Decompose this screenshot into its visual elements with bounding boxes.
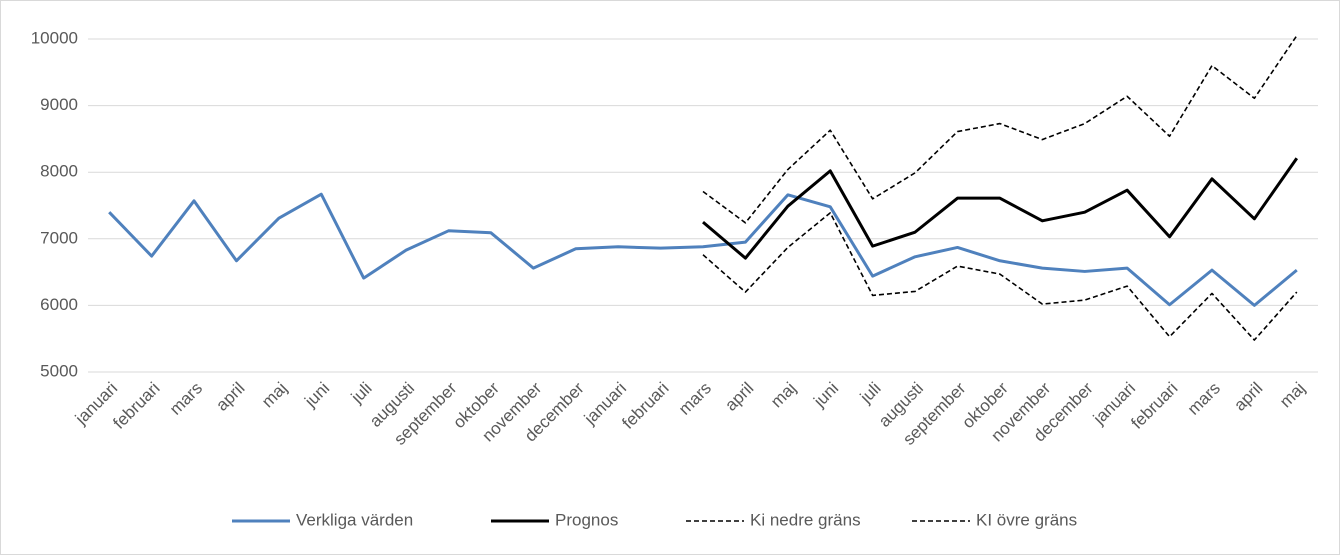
y-tick-label: 10000 — [31, 28, 78, 47]
legend-label: Verkliga värden — [296, 510, 413, 529]
legend-label: Ki nedre gräns — [750, 510, 861, 529]
legend-label: KI övre gräns — [976, 510, 1077, 529]
series-line — [702, 212, 1298, 341]
series-line — [108, 192, 1298, 307]
series-line — [702, 157, 1299, 260]
legend-label: Prognos — [555, 510, 618, 529]
y-tick-label: 9000 — [40, 95, 78, 114]
y-tick-label: 6000 — [40, 295, 78, 314]
y-tick-label: 7000 — [40, 228, 78, 247]
y-tick-label: 5000 — [40, 361, 78, 380]
series-line — [702, 35, 1298, 224]
y-tick-label: 8000 — [40, 162, 78, 181]
